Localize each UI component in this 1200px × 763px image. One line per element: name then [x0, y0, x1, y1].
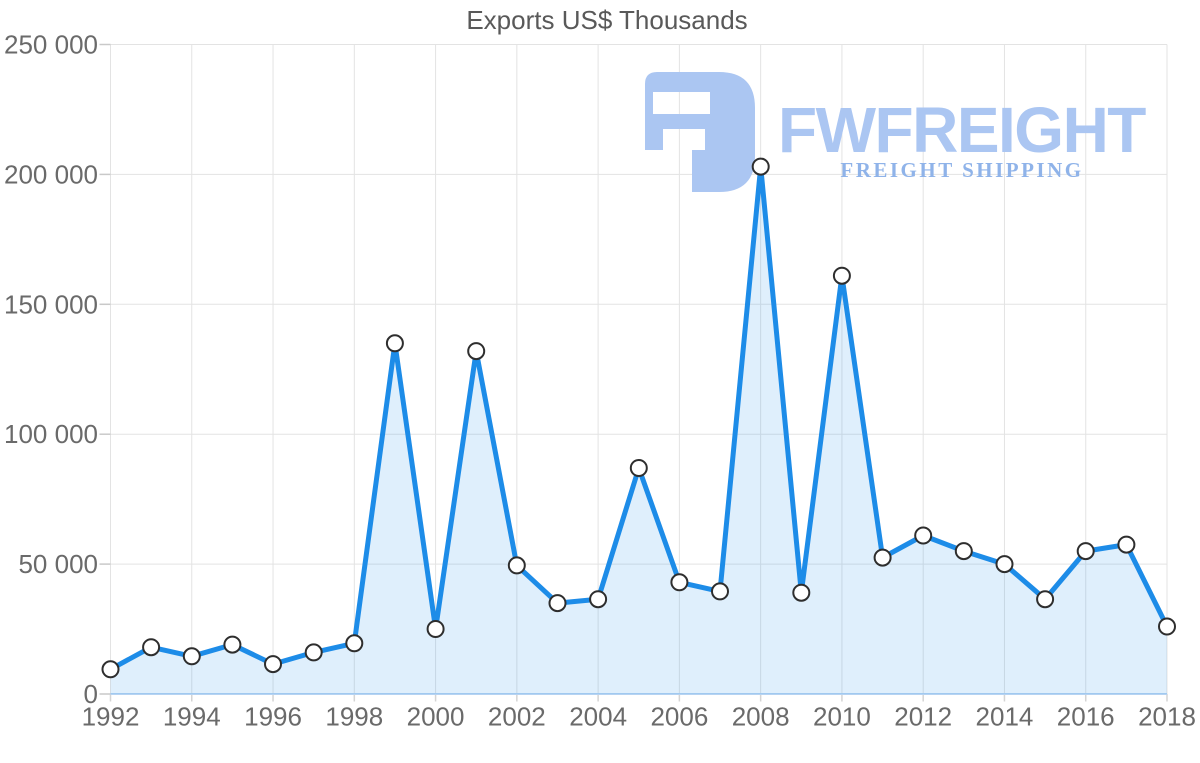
- y-tick-label: 100 000: [4, 419, 98, 449]
- data-point-2018[interactable]: [1158, 617, 1176, 636]
- data-point-2012[interactable]: [914, 526, 933, 545]
- chart-title: Exports US$ Thousands: [466, 5, 748, 35]
- data-point-2003[interactable]: [548, 594, 567, 613]
- data-point-2001[interactable]: [467, 342, 486, 361]
- x-tick-label: 2018: [1138, 702, 1196, 732]
- data-point-1998[interactable]: [345, 634, 364, 653]
- y-tick-label: 250 000: [4, 30, 98, 60]
- x-tick-label: 2004: [569, 702, 627, 732]
- x-tick-label: 2014: [976, 702, 1034, 732]
- data-point-1992[interactable]: [101, 660, 120, 679]
- x-tick-label: 2016: [1057, 702, 1115, 732]
- data-point-2010[interactable]: [832, 266, 851, 285]
- x-tick-label: 1998: [325, 702, 383, 732]
- data-point-2007[interactable]: [711, 582, 729, 601]
- data-point-1993[interactable]: [142, 638, 161, 657]
- data-point-1995[interactable]: [223, 635, 242, 654]
- y-tick-label: 0: [84, 679, 98, 709]
- data-point-2013[interactable]: [954, 542, 973, 561]
- y-tick-label: 150 000: [4, 289, 98, 319]
- data-point-2009[interactable]: [792, 583, 811, 602]
- x-tick-label: 2010: [813, 702, 871, 732]
- data-point-2016[interactable]: [1076, 542, 1095, 561]
- data-point-1997[interactable]: [304, 643, 323, 662]
- x-tick-label: 2006: [650, 702, 708, 732]
- data-point-2004[interactable]: [589, 590, 608, 609]
- data-point-2011[interactable]: [873, 548, 892, 567]
- x-tick-label: 1996: [244, 702, 302, 732]
- y-tick-label: 200 000: [4, 159, 98, 189]
- data-point-2005[interactable]: [629, 459, 648, 477]
- data-point-2015[interactable]: [1036, 590, 1055, 609]
- data-point-1996[interactable]: [264, 655, 282, 674]
- x-tick-label: 1994: [163, 702, 221, 732]
- x-tick-label: 1992: [82, 702, 140, 732]
- data-point-2014[interactable]: [995, 555, 1014, 574]
- x-tick-label: 2002: [488, 702, 546, 732]
- data-point-1994[interactable]: [182, 647, 201, 666]
- watermark-tagline: FREIGHT SHIPPING: [840, 158, 1083, 182]
- watermark-wordmark: FWFREIGHT: [778, 94, 1146, 166]
- data-point-1999[interactable]: [385, 334, 404, 353]
- series-layer: [101, 157, 1176, 695]
- x-tick-label: 2008: [732, 702, 790, 732]
- series-area-fill: [110, 166, 1167, 695]
- data-point-2002[interactable]: [507, 556, 526, 575]
- x-tick-label: 2000: [407, 702, 465, 732]
- x-tick-label: 2012: [894, 702, 952, 732]
- data-point-2017[interactable]: [1117, 535, 1136, 554]
- data-point-2008[interactable]: [751, 157, 770, 176]
- data-point-2006[interactable]: [670, 573, 689, 592]
- watermark-logo-mark: [645, 72, 755, 192]
- y-tick-label: 50 000: [18, 549, 98, 579]
- watermark-logo: FWFREIGHT FREIGHT SHIPPING: [645, 72, 1148, 192]
- data-point-2000[interactable]: [426, 620, 445, 638]
